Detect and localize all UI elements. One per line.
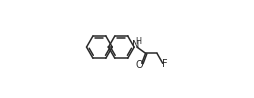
Text: H: H: [135, 37, 141, 46]
Text: F: F: [162, 59, 167, 69]
Text: N: N: [132, 40, 140, 50]
Text: O: O: [136, 60, 143, 70]
